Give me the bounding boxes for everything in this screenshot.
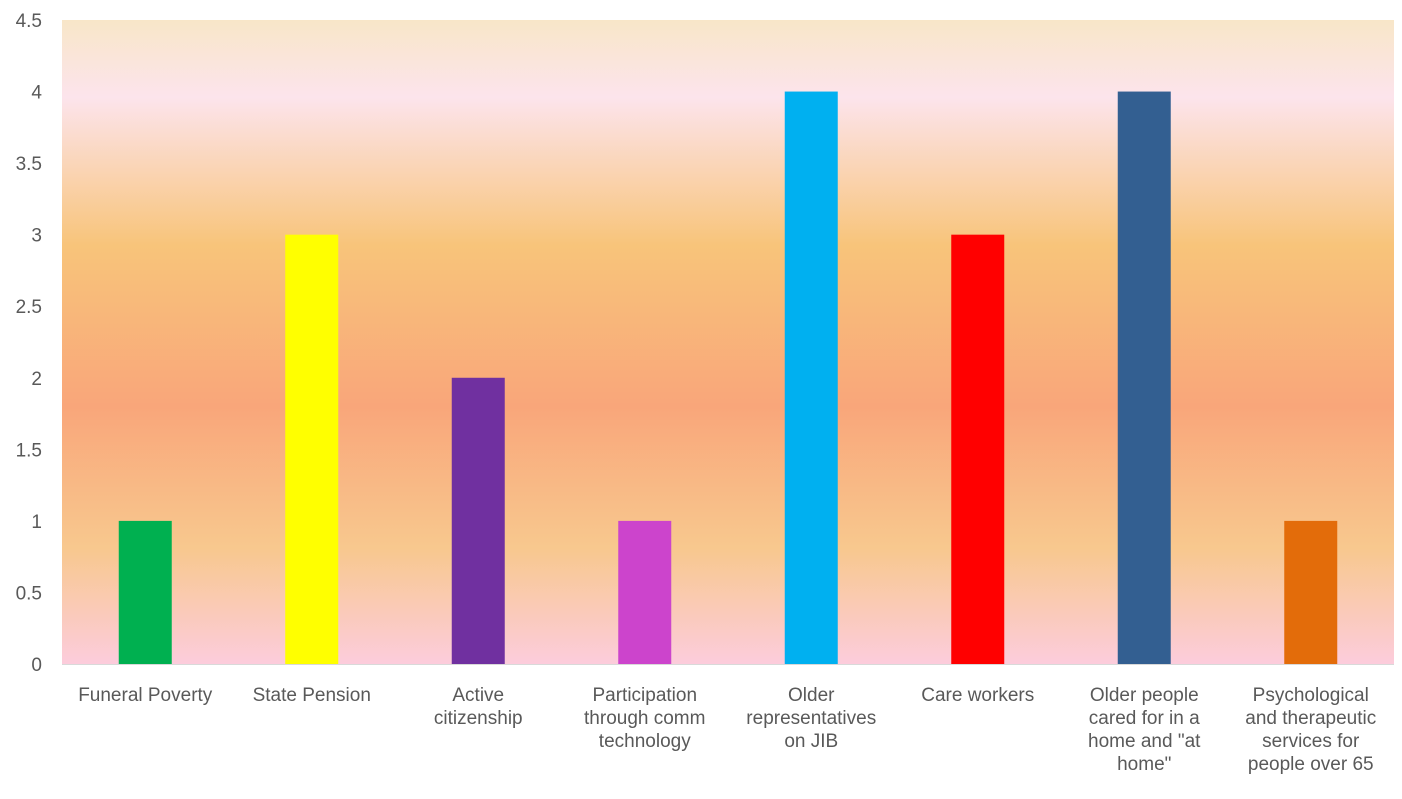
bar — [118, 520, 172, 664]
y-axis: 0 0.5 1 1.5 2 2.5 3 3.5 4 4.5 — [16, 11, 43, 676]
y-tick-label: 0 — [31, 655, 42, 676]
bar — [1117, 91, 1171, 665]
bar-series — [118, 91, 1338, 665]
x-tick-label: State Pension — [253, 685, 371, 706]
bar — [618, 520, 672, 664]
y-tick-label: 4.5 — [16, 11, 42, 32]
y-tick-label: 4 — [31, 83, 42, 104]
x-tick-label: Participation through comm technology — [584, 685, 705, 752]
y-tick-label: 1 — [31, 512, 42, 533]
y-tick-label: 3 — [31, 226, 42, 247]
x-tick-label: Active citizenship — [434, 685, 523, 729]
bar — [951, 234, 1005, 664]
x-tick-label: Older people cared for in a home and "at ho… — [1088, 685, 1201, 775]
x-tick-label: Funeral Poverty — [78, 685, 213, 706]
plot-area-background — [62, 20, 1394, 664]
bar — [451, 377, 505, 664]
y-tick-label: 0.5 — [16, 583, 42, 604]
x-tick-label: Psychological and therapeutic services for… — [1245, 685, 1376, 775]
bar — [784, 91, 838, 665]
y-tick-label: 2 — [31, 369, 42, 390]
bar — [1284, 520, 1338, 664]
y-tick-label: 1.5 — [16, 440, 42, 461]
x-tick-label: Older representatives on JIB — [746, 685, 876, 752]
bar — [285, 234, 339, 664]
y-tick-label: 3.5 — [16, 154, 42, 175]
y-tick-label: 2.5 — [16, 297, 42, 318]
x-axis: Funeral Poverty State Pension Active citize… — [78, 685, 1376, 775]
x-tick-label: Care workers — [921, 685, 1034, 706]
